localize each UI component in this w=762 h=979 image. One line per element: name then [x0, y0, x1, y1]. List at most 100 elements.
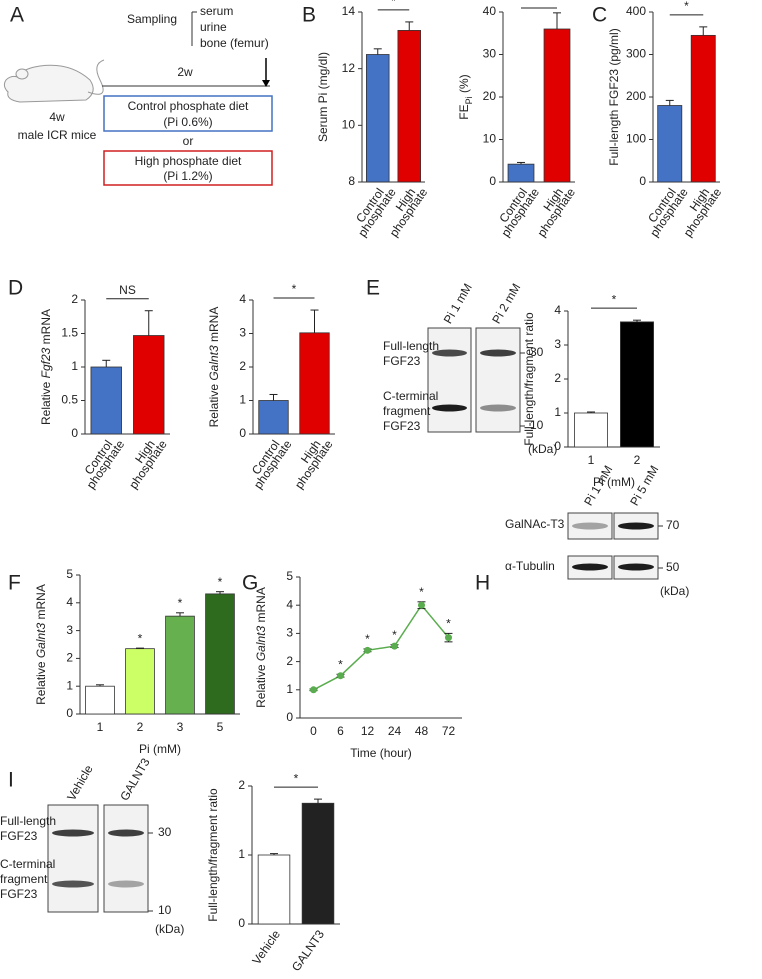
significance-label: * [294, 771, 299, 785]
panel-letter: H [475, 572, 490, 595]
x-tick-label: 1 [588, 453, 595, 467]
or-label: or [183, 134, 194, 148]
y-tick-label: 0 [238, 916, 245, 930]
y-tick-label: 1 [71, 359, 78, 373]
significance-label: * [292, 282, 297, 296]
error-bar [144, 310, 153, 336]
bar [85, 685, 115, 715]
marker-label: 50 [666, 560, 680, 574]
error-bar [310, 309, 319, 333]
marker-label: 70 [666, 518, 680, 532]
diet-label: (Pi 0.6%) [163, 115, 212, 129]
x-tick-label: 6 [337, 724, 344, 738]
significance-label: * [392, 628, 397, 642]
y-axis-label-part: Relative [39, 378, 53, 425]
bar [301, 802, 335, 925]
y-axis-label-part: Galnt3 [207, 345, 221, 381]
x-tick-label: 48 [415, 724, 429, 738]
y-tick-label: 2 [286, 654, 293, 668]
bar [507, 163, 535, 183]
error-bar [314, 798, 322, 804]
row-label: GalNAc-T3 [505, 517, 565, 531]
y-tick-label: 2 [554, 371, 561, 385]
x-tick-label: 1 [97, 720, 104, 734]
y-axis-label-part: Relative [34, 658, 48, 705]
lane-label: Pi 2 mM [489, 281, 523, 326]
bar [258, 400, 289, 435]
y-axis-label-part: mRNA [254, 587, 268, 626]
blot-band [618, 522, 654, 530]
point [364, 646, 371, 654]
error-bar [587, 411, 595, 413]
y-tick-label: 400 [626, 4, 646, 18]
y-tick-label: 0 [239, 426, 246, 440]
y-axis-label-part: FE [457, 104, 471, 119]
significance-label: * [138, 631, 143, 645]
lane-label: Pi 1 mM [441, 281, 475, 326]
x-axis-label: Pi (mM) [139, 742, 181, 756]
y-axis-label: Relative Fgf23 mRNA [39, 309, 53, 425]
y-tick-label: 2 [71, 292, 78, 306]
y-tick-label: 0 [286, 710, 293, 724]
y-axis-label: Relative Galnt3 mRNA [34, 584, 48, 705]
row-label: C-terminal [383, 389, 438, 403]
bar [133, 335, 165, 435]
x-tick-label: 72 [442, 724, 456, 738]
error-bar [96, 684, 104, 687]
y-axis-label-part: Full-length FGF23 (pg/ml) [607, 28, 621, 165]
bar [299, 332, 330, 435]
row-label: fragment [383, 404, 431, 418]
point [391, 642, 398, 650]
y-tick-label: 0 [554, 439, 561, 453]
blot-band [108, 880, 144, 888]
y-tick-label: 0 [489, 174, 496, 188]
panel-letter: E [366, 277, 380, 300]
y-tick-label: 100 [626, 132, 646, 146]
marker-label: 10 [158, 903, 172, 917]
panel-letter: F [8, 572, 21, 595]
sample-label: bone (femur) [200, 36, 269, 50]
control-diet-box [103, 95, 273, 132]
blot-band [480, 404, 516, 412]
y-tick-label: 3 [239, 326, 246, 340]
significance-label: * [446, 617, 451, 631]
high-diet-box [103, 150, 273, 186]
y-tick-label: 1 [239, 393, 246, 407]
mouse-icon [3, 59, 105, 103]
y-tick-label: 2 [239, 359, 246, 373]
mice-label: male ICR mice [18, 128, 97, 142]
bar [165, 615, 195, 715]
y-axis-label: Full-length/fragment ratio [522, 312, 536, 446]
y-axis-label-part: Pi [464, 96, 474, 104]
y-tick-label: 0 [71, 426, 78, 440]
bar [90, 366, 122, 435]
y-axis-label-part: Serum Pi (mg/dl) [316, 52, 330, 142]
row-label: FGF23 [0, 887, 38, 901]
marker-label: 10 [530, 418, 544, 432]
panel-letter: I [8, 769, 14, 792]
y-tick-label: 2 [66, 651, 73, 665]
y-tick-label: 40 [483, 4, 497, 18]
row-label: Full-length [383, 339, 439, 353]
y-tick-label: 10 [483, 132, 497, 146]
error-bar [665, 99, 674, 106]
y-tick-label: 3 [554, 337, 561, 351]
error-bar [517, 161, 525, 165]
unit-label: (kDa) [660, 584, 689, 598]
panel-letter: B [302, 4, 316, 27]
y-tick-label: 0 [639, 174, 646, 188]
y-axis-label-part: mRNA [34, 584, 48, 623]
blot-lane [475, 327, 521, 433]
y-axis-label: Full-length FGF23 (pg/ml) [607, 28, 621, 165]
duration-label: 2w [177, 65, 193, 79]
y-tick-label: 30 [483, 47, 497, 61]
error-bar [270, 853, 278, 855]
age-label: 4w [49, 110, 65, 124]
y-axis-label: Relative Galnt3 mRNA [254, 587, 268, 708]
y-tick-label: 1 [286, 682, 293, 696]
y-tick-label: 3 [286, 626, 293, 640]
significance-label: * [391, 0, 396, 8]
y-axis-label-part: mRNA [207, 307, 221, 346]
blot-band [432, 349, 467, 357]
y-tick-label: 5 [286, 569, 293, 583]
